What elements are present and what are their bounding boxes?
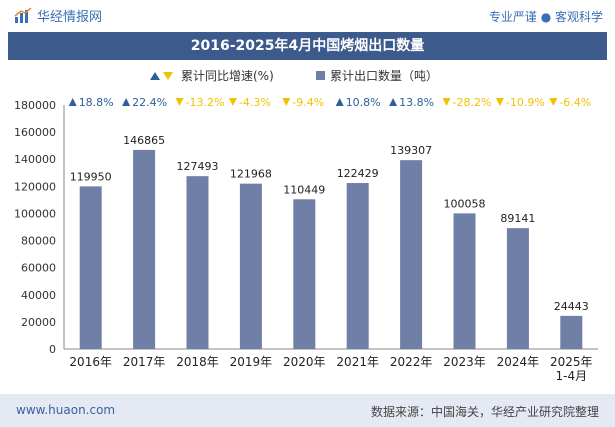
growth-down-triangle-icon (175, 98, 184, 106)
chart-logo-icon (14, 7, 32, 23)
bar (453, 213, 476, 349)
bar-value-label: 122429 (337, 167, 379, 180)
bar (560, 315, 583, 349)
legend-bar-label: 累计出口数量（吨） (330, 68, 438, 83)
bar-value-label: 119950 (70, 170, 112, 183)
growth-rate-label: -13.2% (186, 96, 225, 109)
bar-value-label: 127493 (177, 160, 219, 173)
y-tick-label: 120000 (14, 180, 56, 193)
growth-rate-label: 22.4% (132, 96, 167, 109)
x-tick-label: 2018年 (176, 355, 219, 369)
growth-down-triangle-icon (495, 98, 504, 106)
bar-chart: 累计同比增速(%) 累计出口数量（吨） 0 20000 40000 60000 80000 1… (14, 68, 598, 383)
growth-down-triangle-icon (228, 98, 237, 106)
top-bar: 华经情报网 专业严谨 ● 客观科学 (0, 0, 615, 30)
bar (506, 228, 529, 349)
brand[interactable]: 华经情报网 (14, 6, 102, 25)
data-source: 数据来源：中国海关，华经产业研究院整理 (370, 405, 599, 419)
bar-value-label: 110449 (283, 183, 325, 196)
legend-square-icon (316, 71, 325, 80)
legend-down-triangle-icon (163, 72, 173, 80)
y-tick-label: 160000 (14, 126, 56, 139)
y-tick-label: 60000 (21, 262, 56, 275)
brand-name: 华经情报网 (37, 10, 103, 25)
bar (400, 160, 423, 349)
x-tick-label: 2024年 (497, 355, 540, 369)
bar (239, 183, 262, 349)
growth-up-triangle-icon (122, 98, 131, 106)
y-tick-label: 80000 (21, 235, 56, 248)
bar (346, 183, 369, 349)
growth-rate-label: 13.8% (399, 96, 434, 109)
bar (186, 176, 209, 349)
growth-rate-label: 18.8% (79, 96, 114, 109)
x-tick-label: 2016年 (69, 355, 112, 369)
growth-rate-label: -4.3% (239, 96, 271, 109)
growth-rate-label: -10.9% (506, 96, 545, 109)
legend-growth-label: 累计同比增速(%) (181, 69, 274, 83)
website-link[interactable]: www.huaon.com (16, 403, 116, 417)
bar (133, 149, 156, 349)
growth-rate-label: -9.4% (292, 96, 324, 109)
tagline: 专业严谨 ● 客观科学 (488, 10, 603, 24)
y-tick-label: 140000 (14, 153, 56, 166)
y-tick-label: 0 (49, 343, 56, 356)
growth-up-triangle-icon (68, 98, 77, 106)
growth-rate-label: -28.2% (453, 96, 492, 109)
legend-up-triangle-icon (150, 72, 160, 80)
x-tick-label: 2023年 (443, 355, 486, 369)
bar-value-label: 121968 (230, 168, 272, 181)
x-tick-label: 2017年 (123, 355, 166, 369)
growth-up-triangle-icon (389, 98, 398, 106)
x-tick-label: 2020年 (283, 355, 326, 369)
x-tick-label: 2022年 (390, 355, 433, 369)
x-tick-label: 2019年 (230, 355, 273, 369)
y-tick-label: 100000 (14, 207, 56, 220)
y-tick-label: 180000 (14, 99, 56, 112)
growth-up-triangle-icon (335, 98, 344, 106)
x-tick-label: 2021年 (336, 355, 379, 369)
y-tick-label: 40000 (21, 289, 56, 302)
y-tick-label: 20000 (21, 316, 56, 329)
growth-down-triangle-icon (282, 98, 291, 106)
growth-rate-label: 10.8% (346, 96, 381, 109)
bar-value-label: 24443 (554, 300, 589, 313)
bar (79, 186, 102, 349)
x-tick-label: 2025年 (550, 355, 593, 369)
bar-value-label: 139307 (390, 144, 432, 157)
bar-value-label: 100058 (444, 197, 486, 210)
bar-value-label: 146865 (123, 134, 165, 147)
chart-title: 2016-2025年4月中国烤烟出口数量 (190, 38, 425, 54)
bar (293, 199, 316, 349)
growth-down-triangle-icon (442, 98, 451, 106)
footer: www.huaon.com 数据来源：中国海关，华经产业研究院整理 (0, 394, 615, 427)
x-tick-label: 1-4月 (555, 369, 587, 383)
growth-down-triangle-icon (549, 98, 558, 106)
bar-value-label: 89141 (500, 212, 535, 225)
growth-rate-label: -6.4% (559, 96, 591, 109)
title-bar: 2016-2025年4月中国烤烟出口数量 (8, 32, 607, 60)
